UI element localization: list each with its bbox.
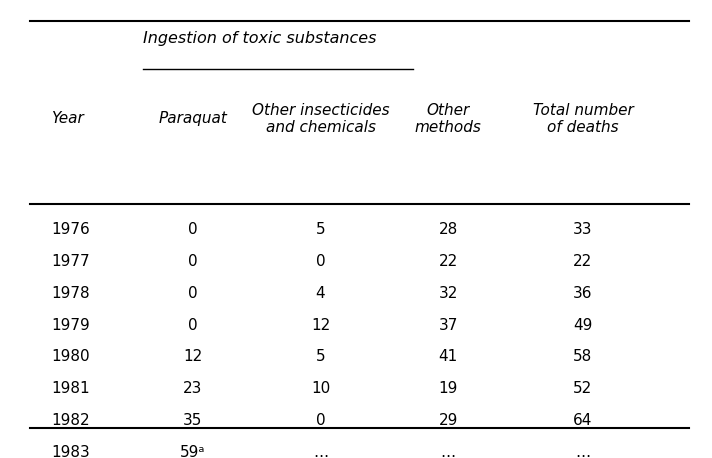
Text: 12: 12: [183, 349, 202, 364]
Text: 22: 22: [439, 254, 458, 269]
Text: 1982: 1982: [51, 413, 90, 428]
Text: …: …: [575, 445, 590, 458]
Text: Total number
of deaths: Total number of deaths: [533, 103, 634, 135]
Text: 64: 64: [573, 413, 592, 428]
Text: 12: 12: [311, 317, 330, 333]
Text: 0: 0: [188, 254, 198, 269]
Text: 22: 22: [573, 254, 592, 269]
Text: Other insecticides
and chemicals: Other insecticides and chemicals: [252, 103, 389, 135]
Text: 5: 5: [315, 222, 325, 237]
Text: Paraquat: Paraquat: [159, 111, 227, 126]
Text: …: …: [313, 445, 328, 458]
Text: 1976: 1976: [51, 222, 90, 237]
Text: Ingestion of toxic substances: Ingestion of toxic substances: [143, 31, 377, 46]
Text: 36: 36: [573, 286, 592, 301]
Text: 1979: 1979: [51, 317, 90, 333]
Text: 58: 58: [573, 349, 592, 364]
Text: 1983: 1983: [51, 445, 90, 458]
Text: Year: Year: [51, 111, 84, 126]
Text: 10: 10: [311, 381, 330, 396]
Text: 19: 19: [439, 381, 458, 396]
Text: 52: 52: [573, 381, 592, 396]
Text: Other
methods: Other methods: [415, 103, 481, 135]
Text: 1980: 1980: [51, 349, 90, 364]
Text: 35: 35: [183, 413, 203, 428]
Text: 1978: 1978: [51, 286, 90, 301]
Text: 0: 0: [315, 413, 325, 428]
Text: 1981: 1981: [51, 381, 90, 396]
Text: 59ᵃ: 59ᵃ: [180, 445, 206, 458]
Text: 29: 29: [439, 413, 458, 428]
Text: 49: 49: [573, 317, 592, 333]
Text: 32: 32: [439, 286, 458, 301]
Text: 0: 0: [315, 254, 325, 269]
Text: 0: 0: [188, 222, 198, 237]
Text: 5: 5: [315, 349, 325, 364]
Text: 41: 41: [439, 349, 458, 364]
Text: 37: 37: [439, 317, 458, 333]
Text: 0: 0: [188, 317, 198, 333]
Text: …: …: [441, 445, 456, 458]
Text: 23: 23: [183, 381, 203, 396]
Text: 33: 33: [573, 222, 592, 237]
Text: 4: 4: [315, 286, 325, 301]
Text: 0: 0: [188, 286, 198, 301]
Text: 28: 28: [439, 222, 458, 237]
Text: 1977: 1977: [51, 254, 90, 269]
